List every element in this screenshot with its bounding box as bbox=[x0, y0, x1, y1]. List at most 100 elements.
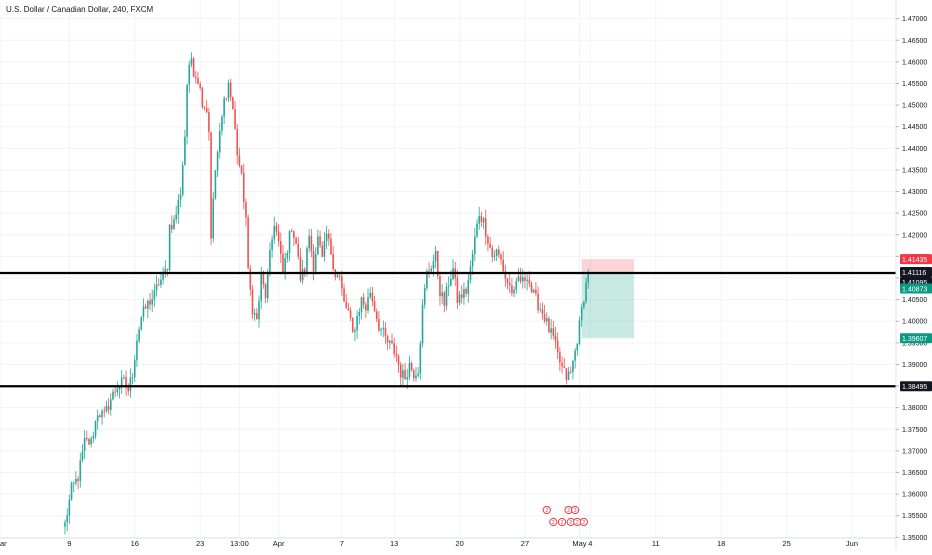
candle-body bbox=[103, 411, 106, 412]
candle-body bbox=[471, 253, 474, 267]
candle-body bbox=[476, 223, 478, 237]
candle-body bbox=[125, 376, 127, 388]
price-tick-label: 1.39000 bbox=[902, 362, 927, 369]
price-tick-label: 1.46000 bbox=[902, 59, 927, 66]
price-tick-label: 1.40500 bbox=[902, 297, 927, 304]
candle-body bbox=[443, 292, 446, 306]
candle-body bbox=[532, 289, 535, 293]
candle-body bbox=[162, 273, 164, 280]
candle-body bbox=[234, 109, 236, 129]
price-tick-label: 1.45500 bbox=[902, 81, 927, 88]
candle-body bbox=[221, 116, 223, 131]
candle-body bbox=[190, 58, 193, 65]
candle-body bbox=[312, 250, 315, 272]
event-marker-label: 2 bbox=[582, 520, 585, 526]
candle-body bbox=[426, 271, 428, 289]
price-tick-label: 1.43000 bbox=[902, 189, 927, 196]
candle-body bbox=[408, 363, 411, 378]
candle-body bbox=[360, 297, 363, 312]
candle-body bbox=[232, 97, 234, 110]
candle-body bbox=[375, 311, 378, 320]
price-label-box bbox=[900, 283, 932, 294]
candle-body bbox=[445, 286, 448, 306]
candle-body bbox=[201, 87, 204, 108]
candle-body bbox=[567, 371, 570, 380]
candle-body bbox=[284, 258, 286, 273]
time-tick-label: 13 bbox=[390, 539, 398, 548]
price-tick-label: 1.43500 bbox=[902, 167, 927, 174]
candle-body bbox=[218, 130, 221, 153]
candle-body bbox=[164, 268, 167, 274]
candle-body bbox=[173, 219, 175, 230]
candle-body bbox=[179, 194, 182, 200]
candle-body bbox=[147, 300, 149, 309]
candle-body bbox=[325, 233, 328, 242]
event-marker-label: 3 bbox=[574, 508, 577, 514]
candle-body bbox=[290, 231, 293, 233]
candle-body bbox=[271, 239, 273, 250]
price-tick-label: 1.40000 bbox=[902, 319, 927, 326]
candle-body bbox=[151, 298, 153, 305]
candle-body bbox=[236, 128, 239, 156]
candle-body bbox=[317, 236, 319, 255]
candle-body bbox=[436, 250, 439, 277]
candle-body bbox=[269, 249, 271, 273]
candle-body bbox=[399, 364, 402, 378]
candle-body bbox=[421, 304, 424, 344]
candle-body bbox=[493, 255, 496, 257]
candle-body bbox=[580, 307, 583, 321]
candle-body bbox=[245, 201, 247, 218]
candle-body bbox=[77, 478, 79, 482]
candle-body bbox=[351, 317, 354, 332]
candle-body bbox=[578, 320, 581, 344]
candle-body bbox=[205, 107, 208, 113]
event-marker bbox=[549, 517, 558, 527]
candle-body bbox=[347, 308, 350, 311]
price-tick-label: 1.44500 bbox=[902, 124, 927, 131]
candle-body bbox=[430, 268, 433, 272]
candle-body bbox=[295, 238, 297, 245]
candle-body bbox=[460, 294, 463, 298]
candle-body bbox=[304, 268, 306, 273]
candle-body bbox=[517, 276, 520, 282]
candle-body bbox=[157, 284, 160, 286]
candle-body bbox=[277, 231, 280, 242]
candle-body bbox=[308, 235, 310, 249]
candle-body bbox=[495, 249, 498, 256]
candle-body bbox=[118, 386, 121, 389]
candle-body bbox=[127, 387, 130, 392]
candle-body bbox=[94, 421, 97, 437]
candle-body bbox=[428, 271, 430, 272]
price-label: 1.39607 bbox=[902, 336, 927, 343]
candle-body bbox=[203, 107, 206, 108]
candle-body bbox=[345, 301, 348, 309]
candle-body bbox=[86, 437, 88, 440]
candle-body bbox=[504, 271, 507, 279]
price-tick-label: 1.35000 bbox=[902, 535, 927, 542]
candle-body bbox=[68, 499, 71, 516]
candle-body bbox=[70, 483, 73, 500]
candle-body bbox=[75, 478, 77, 484]
price-label-box bbox=[900, 266, 932, 277]
candle-body bbox=[310, 235, 313, 251]
candles bbox=[64, 52, 589, 535]
candle-body bbox=[112, 391, 114, 400]
candle-body bbox=[554, 335, 557, 341]
candle-body bbox=[99, 415, 101, 418]
candle-body bbox=[184, 136, 186, 165]
candle-body bbox=[177, 199, 180, 215]
candle-body bbox=[256, 312, 258, 320]
candle-body bbox=[371, 292, 374, 302]
candle-body bbox=[282, 253, 284, 273]
candle-body bbox=[262, 274, 265, 285]
candle-body bbox=[386, 335, 389, 343]
candle-body bbox=[432, 261, 435, 269]
candle-body bbox=[537, 293, 539, 310]
candle-body bbox=[142, 306, 145, 317]
candle-body bbox=[266, 272, 269, 299]
candle-body bbox=[498, 249, 500, 255]
candle-body bbox=[365, 304, 367, 311]
candle-body bbox=[227, 82, 230, 99]
